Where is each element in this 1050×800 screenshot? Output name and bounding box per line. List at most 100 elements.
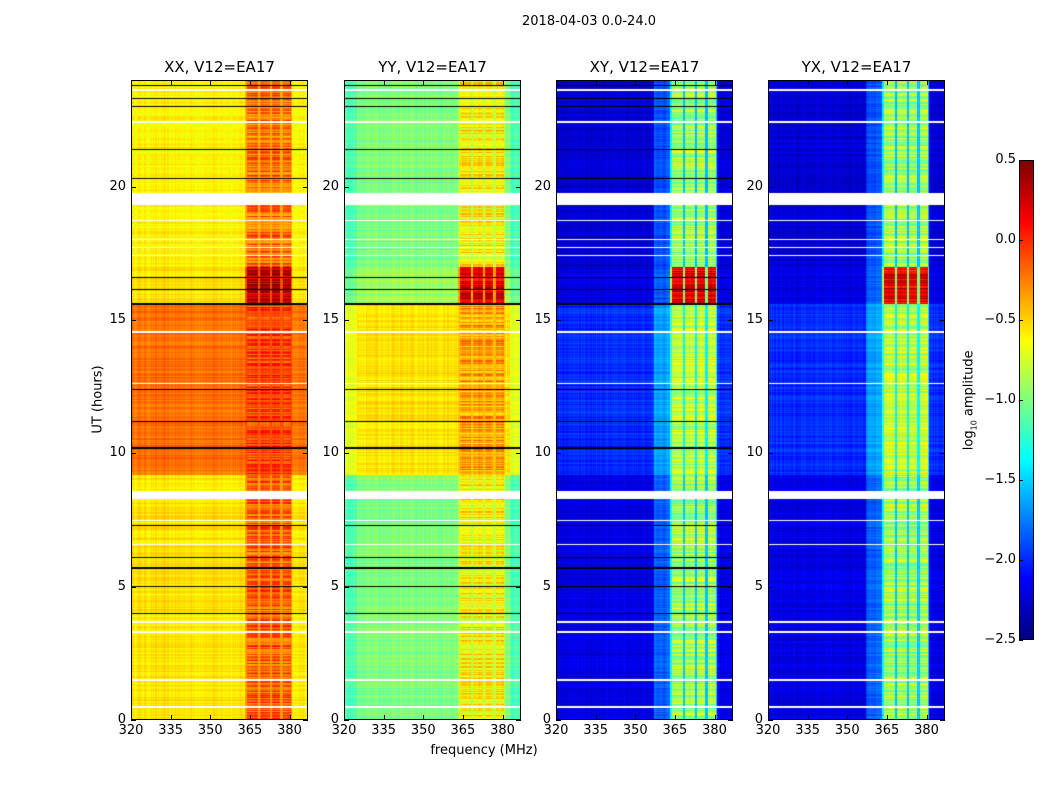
panel-title: XY, V12=EA17 [589,58,700,76]
colorbar-tick-mark [1019,320,1023,321]
y-tick-mark [768,453,773,455]
x-tick-label: 380 [702,723,727,738]
y-tick-mark [556,320,561,321]
x-tick-mark [210,715,212,720]
x-tick-mark [502,80,504,85]
y-tick-mark [131,453,136,455]
y-tick-label: 0 [542,712,551,727]
heatmap-image [344,80,521,720]
y-tick-mark [303,720,308,721]
y-tick-mark [556,186,561,188]
x-tick-label: 335 [371,723,397,738]
y-tick-mark [556,720,561,721]
x-tick-mark [886,715,888,720]
colorbar-tick-label: −2.5 [984,632,1016,647]
y-tick-mark [940,320,945,321]
y-tick-label: 20 [109,178,126,194]
panel-yx: YX, V12=EA17 320 335 350 365 380 0 5 10 15 20 [746,58,945,738]
y-tick-label: 20 [322,178,339,194]
x-tick-label: 365 [662,723,688,738]
y-tick-mark [303,453,308,455]
x-tick-mark [768,80,769,85]
x-tick-mark [423,80,425,85]
x-tick-mark [847,80,849,85]
y-tick-label: 0 [330,712,339,727]
x-axis-label: frequency (MHz) [430,743,538,758]
y-tick-label: 5 [330,578,339,594]
x-tick-label: 335 [158,723,184,738]
y-tick-label: 10 [322,445,339,461]
heatmap-image [131,80,308,720]
y-tick-mark [303,186,308,188]
y-tick-label: 15 [322,312,339,327]
y-tick-mark [344,320,349,321]
heatmap-image [768,80,945,720]
x-tick-mark [886,80,888,85]
y-tick-label: 5 [117,578,126,594]
x-tick-label: 350 [197,723,223,738]
y-tick-label: 15 [109,312,126,327]
x-tick-mark [714,80,716,85]
y-tick-label: 15 [746,312,763,327]
y-tick-mark [728,320,733,321]
y-tick-mark [768,720,773,721]
x-tick-mark [249,80,251,85]
y-tick-mark [516,453,521,455]
colorbar-tick-label: −0.5 [984,312,1016,327]
y-tick-label: 0 [117,712,126,727]
x-tick-mark [210,80,212,85]
x-tick-mark [556,715,557,720]
y-tick-mark [728,453,733,455]
colorbar-tick-mark [1019,640,1023,641]
y-tick-mark [344,453,349,455]
panel-title: YX, V12=EA17 [801,58,912,76]
x-tick-mark [383,80,385,85]
y-tick-mark [131,720,136,721]
y-tick-label: 20 [534,178,551,194]
x-tick-mark [462,715,464,720]
y-tick-mark [728,586,733,588]
x-tick-mark [556,80,557,85]
y-tick-label: 5 [754,578,763,594]
x-tick-label: 320 [543,723,569,738]
x-tick-label: 350 [622,723,648,738]
x-tick-label: 380 [490,723,515,738]
x-tick-mark [289,80,291,85]
x-tick-mark [674,715,676,720]
figure-title: 2018-04-03 0.0-24.0 [522,14,656,29]
x-tick-mark [714,715,716,720]
x-tick-label: 350 [834,723,860,738]
colorbar-tick-label: 0.0 [995,232,1016,247]
x-tick-mark [344,80,345,85]
x-tick-mark [635,715,637,720]
y-tick-mark [303,320,308,321]
x-tick-mark [847,715,849,720]
colorbar-tick-mark [1019,480,1023,481]
x-tick-mark [595,80,597,85]
y-tick-mark [728,720,733,721]
x-tick-mark [423,715,425,720]
x-tick-label: 320 [755,723,781,738]
y-tick-mark [344,720,349,721]
y-tick-mark [516,186,521,188]
y-tick-mark [131,186,136,188]
y-tick-mark [131,586,136,588]
x-tick-mark [807,80,809,85]
y-tick-mark [516,720,521,721]
y-tick-mark [940,186,945,188]
y-tick-label: 5 [542,578,551,594]
x-tick-mark [926,715,928,720]
x-tick-mark [344,715,345,720]
panel-title: YY, V12=EA17 [378,58,487,76]
y-tick-mark [516,320,521,321]
colorbar-tick-mark [1019,560,1023,561]
x-tick-mark [462,80,464,85]
x-tick-mark [131,80,132,85]
colorbar-tick-mark [1019,160,1023,161]
y-tick-mark [940,586,945,588]
y-tick-mark [131,320,136,321]
x-tick-mark [807,715,809,720]
panel-xx: XX, V12=EA17 320 335 350 365 380 0 5 10 15 20 [109,58,308,738]
heatmap-image [556,80,733,720]
